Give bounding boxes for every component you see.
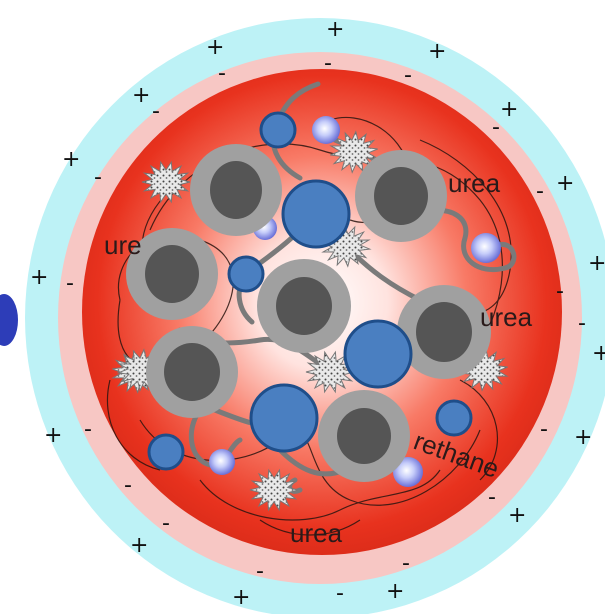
minus-sign: - xyxy=(404,63,412,88)
plus-sign: + xyxy=(62,147,80,172)
glowing-sphere-icon xyxy=(312,116,340,144)
minus-sign: - xyxy=(152,99,160,124)
blue-bead xyxy=(227,255,265,293)
label-urea-right: urea xyxy=(480,302,533,332)
plus-sign: + xyxy=(556,171,574,196)
minus-sign: - xyxy=(578,311,586,336)
plus-sign: + xyxy=(132,83,150,108)
gray-particle xyxy=(126,228,218,320)
core-particles xyxy=(126,144,491,482)
blue-bead xyxy=(435,399,473,437)
blue-bead xyxy=(259,111,297,149)
blue-beads xyxy=(147,111,473,471)
label-urea-top: urea xyxy=(448,168,501,198)
minus-sign: - xyxy=(492,115,500,140)
glowing-sphere-icon xyxy=(209,449,235,475)
plus-sign: + xyxy=(574,425,592,450)
blue-bead xyxy=(281,179,351,249)
plus-sign: + xyxy=(508,503,526,528)
minus-sign: - xyxy=(84,417,92,442)
gray-particle xyxy=(190,144,282,236)
plus-sign: + xyxy=(206,35,224,60)
blue-bead xyxy=(147,433,185,471)
plus-sign: + xyxy=(386,579,404,604)
positive-charges: + + + + + + + + + + + + + + + + xyxy=(30,17,605,610)
gray-particle xyxy=(397,285,491,379)
plus-sign: + xyxy=(588,251,605,276)
external-blue-object xyxy=(0,294,18,346)
spiky-particles xyxy=(111,130,509,512)
glowing-sphere-icon xyxy=(471,233,501,263)
spiky-particle-icon xyxy=(329,130,379,174)
minus-sign: - xyxy=(256,559,264,584)
blue-bead xyxy=(343,319,413,389)
minus-sign: - xyxy=(124,473,132,498)
gray-particle xyxy=(146,326,238,418)
minus-sign: - xyxy=(66,271,74,296)
plus-sign: + xyxy=(232,585,250,610)
plus-sign: + xyxy=(30,265,48,290)
minus-sign: - xyxy=(162,511,170,536)
gray-particle xyxy=(257,259,351,353)
minus-sign: - xyxy=(488,485,496,510)
minus-sign: - xyxy=(218,61,226,86)
minus-sign: - xyxy=(336,581,344,606)
gray-particle xyxy=(318,390,410,482)
glowing-sphere-icon xyxy=(393,457,423,487)
plus-sign: + xyxy=(130,533,148,558)
blue-bead xyxy=(249,383,319,453)
plus-sign: + xyxy=(44,423,62,448)
spiky-particle-icon xyxy=(141,160,191,204)
plus-sign: + xyxy=(326,17,344,42)
label-ure-left: ure xyxy=(104,230,142,260)
minus-sign: - xyxy=(324,51,332,76)
negative-charges: - - - - - - - - - - - - - - - - - - xyxy=(66,51,586,606)
minus-sign: - xyxy=(94,165,102,190)
label-urea-bottom: urea xyxy=(290,518,343,548)
plus-sign: + xyxy=(592,341,605,366)
minus-sign: - xyxy=(402,551,410,576)
gray-particle xyxy=(355,150,447,242)
minus-sign: - xyxy=(556,279,564,304)
spiky-particle-icon xyxy=(305,350,355,394)
spiky-particle-icon xyxy=(249,468,299,512)
minus-sign: - xyxy=(536,179,544,204)
plus-sign: + xyxy=(428,39,446,64)
plus-sign: + xyxy=(500,97,518,122)
minus-sign: - xyxy=(540,417,548,442)
